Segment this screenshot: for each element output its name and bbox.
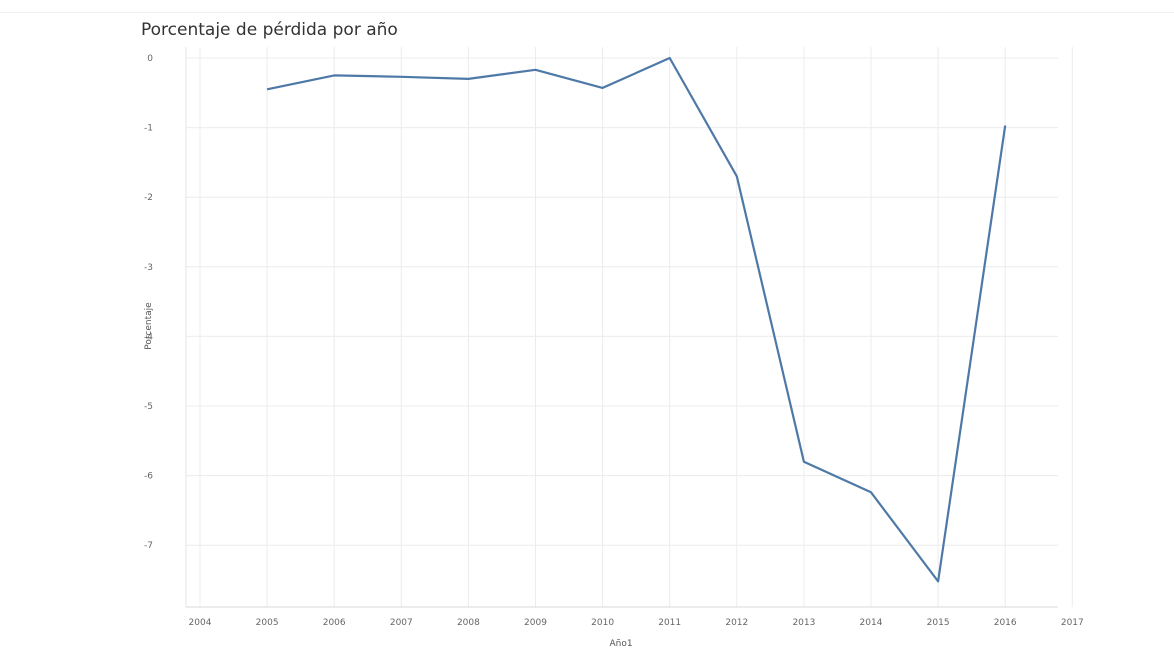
y-tick-label: -2 [144,193,153,203]
y-axis-title: Porcentaje [144,302,154,350]
x-axis-title: Año1 [609,639,632,649]
data-point[interactable] [331,72,337,78]
data-point[interactable] [465,76,471,82]
x-tick-label: 2004 [189,618,212,628]
x-tick-label: 2007 [390,618,413,628]
y-tick-label: -4 [144,332,153,342]
x-tick-label: 2008 [457,618,480,628]
x-tick-label: 2014 [860,618,883,628]
y-tick-label: -6 [144,472,153,482]
x-tick-label: 2006 [323,618,346,628]
data-point[interactable] [264,86,270,92]
x-tick-label: 2016 [994,618,1017,628]
y-tick-label: -7 [144,541,153,551]
x-tick-label: 2013 [792,618,815,628]
y-tick-label: -1 [144,124,153,134]
x-tick-label: 2009 [524,618,547,628]
plot-area [186,47,1058,607]
data-point[interactable] [734,173,740,179]
x-tick-label: 2015 [927,618,950,628]
x-tick-label: 2012 [725,618,748,628]
top-divider [0,12,1174,13]
x-tick-label: 2010 [591,618,614,628]
x-tick-label: 2005 [256,618,279,628]
tick-labels: 2004 2005 2006 2007 2008 2009 2010 2011 2012 2013… [144,54,1084,628]
data-point[interactable] [600,85,606,91]
gridlines [186,47,1073,607]
axes [185,47,1058,608]
chart-title: Porcentaje de pérdida por año [141,20,398,40]
x-tick-label: 2017 [1061,618,1084,628]
data-point[interactable] [1002,123,1008,129]
data-point[interactable] [801,459,807,465]
data-point[interactable] [398,74,404,80]
series-line[interactable] [266,56,1007,583]
data-point[interactable] [667,55,673,61]
x-tick-label: 2011 [658,618,681,628]
y-tick-label: 0 [147,54,153,64]
data-point[interactable] [868,489,874,495]
y-tick-label: -3 [144,263,153,273]
data-point[interactable] [533,67,539,73]
y-tick-label: -5 [144,402,153,412]
data-point[interactable] [935,578,941,584]
